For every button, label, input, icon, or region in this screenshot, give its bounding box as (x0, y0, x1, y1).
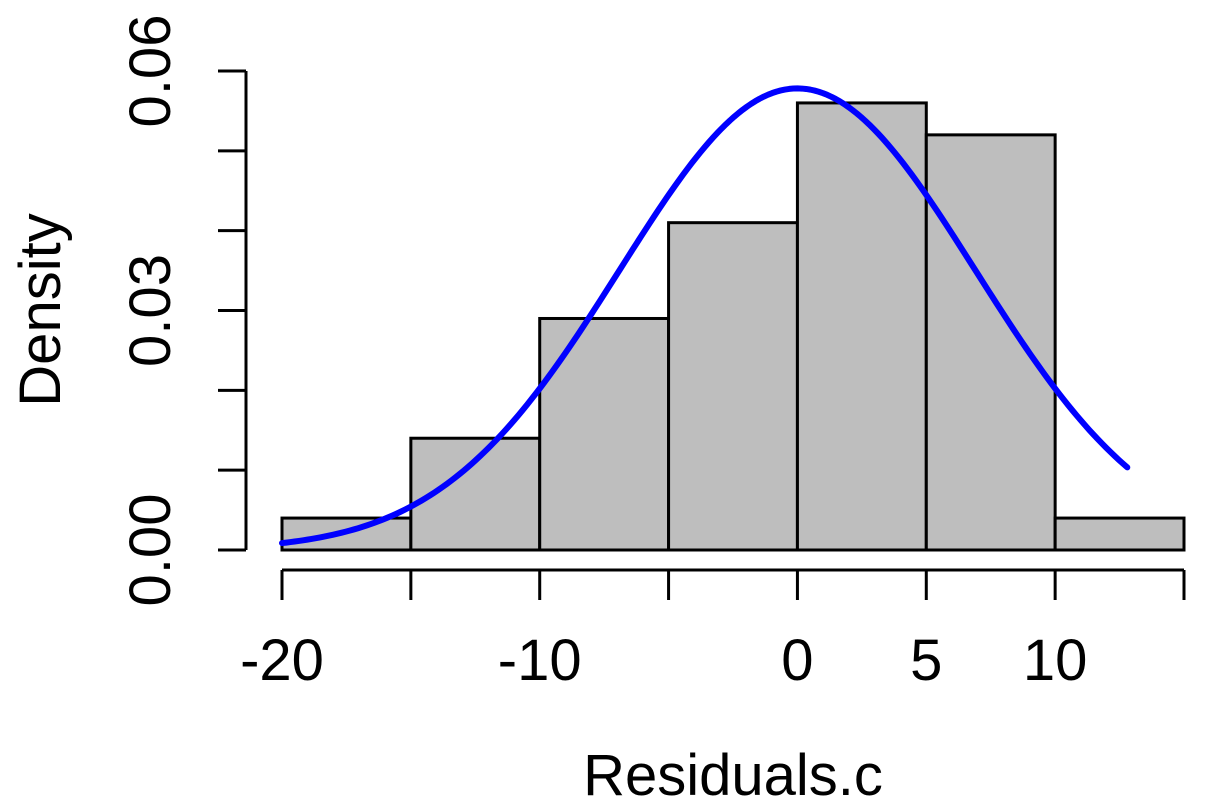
x-tick-label-6: 10 (1023, 628, 1088, 693)
density-curve (279, 85, 1131, 547)
y-tick-label-6: 0.06 (118, 15, 183, 128)
histogram-bar-1 (280, 516, 413, 552)
histogram-bar-5 (795, 101, 928, 552)
x-axis-title: Residuals.c (583, 743, 883, 808)
y-axis-title: Density (8, 213, 73, 406)
histogram-bars (280, 101, 1186, 552)
x-tick-label-4: 0 (781, 628, 813, 693)
histogram-bar-6 (924, 133, 1057, 552)
histogram-bar-3 (538, 316, 671, 552)
y-tick-label-3: 0.03 (118, 254, 183, 367)
histogram-bar-7 (1053, 516, 1186, 552)
x-tick-label-5: 5 (910, 628, 942, 693)
y-axis: 0.00 0.03 0.06 (118, 15, 248, 607)
y-tick-label-0: 0.00 (118, 494, 183, 607)
x-tick-label-0: -20 (240, 628, 324, 693)
histogram-bar-4 (667, 221, 799, 552)
x-axis: -20 -10 0 5 10 (240, 568, 1186, 693)
x-tick-label-2: -10 (498, 628, 582, 693)
